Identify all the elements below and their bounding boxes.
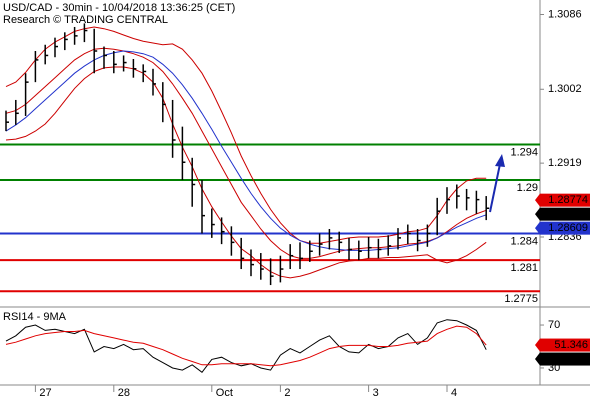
x-tick-label: Oct [216, 387, 233, 399]
price-tag-label: 1.28774 [548, 194, 588, 206]
x-tick-label: 2 [284, 387, 290, 399]
chart-title: USD/CAD - 30min - 10/04/2018 13:36:25 (C… [3, 2, 235, 14]
price-tag-pointer [535, 207, 540, 221]
level-label: 1.281 [510, 262, 538, 274]
y-tick-label: 70 [548, 319, 560, 331]
y-tick-label: 1.3086 [548, 8, 582, 20]
series-line [5, 50, 487, 251]
series-line [5, 319, 487, 374]
rsi-title: RSI14 - 9MA [3, 311, 67, 323]
forecast-arrowhead [495, 154, 505, 167]
price-tag [540, 338, 590, 352]
x-tick-label: 27 [39, 387, 51, 399]
price-tag [540, 193, 590, 207]
x-tick-label: 28 [118, 387, 130, 399]
level-label: 1.284 [510, 235, 538, 247]
forecast-arrow [489, 163, 501, 213]
price-tag-pointer [535, 221, 540, 235]
price-tag-label: 51.346 [554, 339, 588, 351]
price-tag-pointer [535, 352, 540, 366]
price-tag [540, 207, 590, 221]
level-label: 1.29 [517, 182, 538, 194]
price-tag-label: 46.9878 [548, 353, 588, 365]
x-tick-label: 4 [451, 387, 457, 399]
x-tick-label: 3 [373, 387, 379, 399]
level-label: 1.2775 [504, 293, 538, 305]
price-tag-pointer [535, 338, 540, 352]
series-line [5, 66, 487, 279]
level-label: 1.294 [510, 146, 538, 158]
price-tag-pointer [535, 193, 540, 207]
y-tick-label: 1.3002 [548, 83, 582, 95]
chart-subtitle: Research © TRADING CENTRAL [3, 14, 168, 26]
price-tag [540, 352, 590, 366]
plot-layer: 1.294 1.29 1.284 1.281 1.2775 27 28 Oct 2 3 4 1.308… [0, 8, 590, 399]
series-line [5, 325, 487, 367]
y-tick-label: 1.2919 [548, 157, 582, 169]
series-line [5, 47, 487, 259]
series-line [5, 26, 487, 244]
price-tag-label: 1.28683 [548, 208, 588, 220]
price-tag [540, 221, 590, 235]
price-tag-label: 1.28609 [548, 222, 588, 234]
